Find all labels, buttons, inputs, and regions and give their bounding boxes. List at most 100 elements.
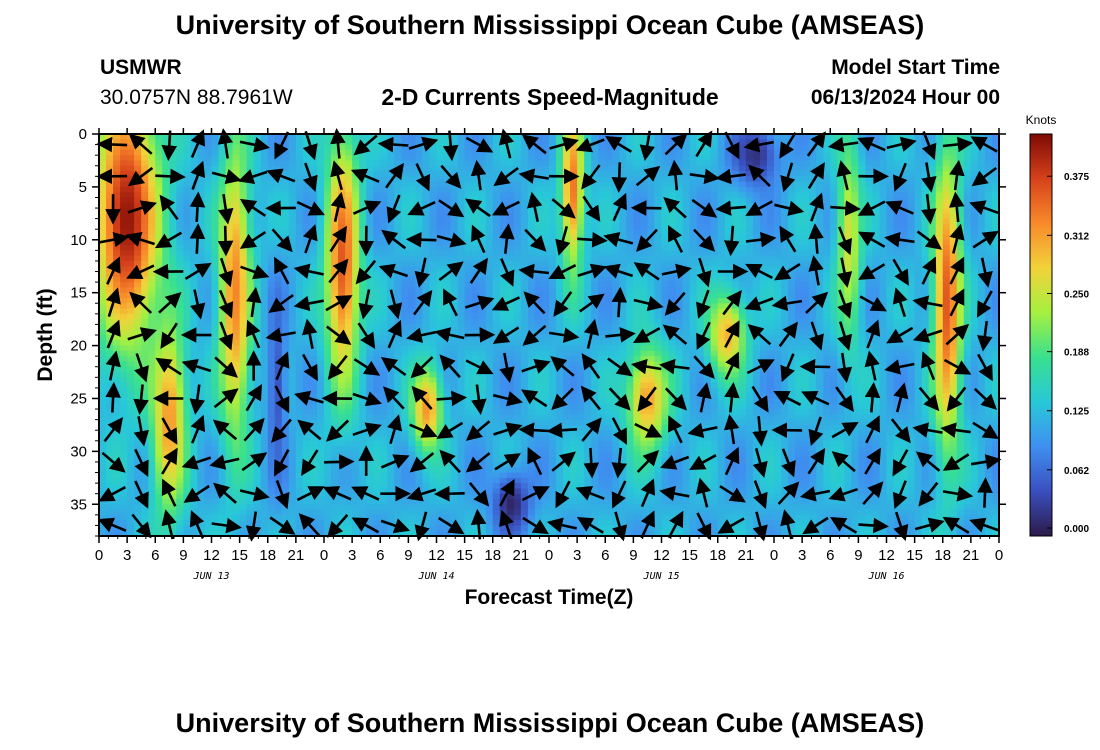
heat-cell <box>359 414 367 421</box>
heat-cell <box>225 435 234 442</box>
heat-cell <box>120 329 128 336</box>
heat-cell <box>324 245 332 251</box>
heat-cell <box>534 340 543 347</box>
heat-cell <box>534 498 543 505</box>
heat-cell <box>422 382 431 389</box>
heat-cell <box>316 451 325 458</box>
heat-cell <box>246 223 255 230</box>
heat-cell <box>436 498 445 505</box>
heat-cell <box>359 467 367 474</box>
heat-cell <box>260 155 269 162</box>
heat-cell <box>218 186 227 193</box>
station-coordinates: 30.0757N 88.7961W <box>100 86 293 109</box>
heat-cell <box>218 520 227 527</box>
heat-cell <box>541 192 550 199</box>
heat-cell <box>492 403 501 410</box>
heat-cell <box>387 319 395 326</box>
heat-cell <box>338 403 346 410</box>
heat-cell <box>541 350 550 357</box>
heat-cell <box>295 260 304 267</box>
heat-cell <box>253 509 262 516</box>
heat-cell <box>513 498 522 505</box>
heat-cell <box>211 345 220 352</box>
heat-cell <box>485 382 494 389</box>
heat-cell <box>549 377 557 384</box>
heat-cell <box>267 382 276 389</box>
heat-cell <box>324 218 332 225</box>
heat-cell <box>267 356 276 363</box>
heat-cell <box>450 488 459 495</box>
heat-cell <box>324 424 332 431</box>
heat-cell <box>492 525 501 532</box>
heat-cell <box>527 509 536 516</box>
heat-cell <box>415 483 424 489</box>
heat-cell <box>127 160 135 167</box>
heat-cell <box>281 345 290 352</box>
heat-cell <box>549 149 557 156</box>
heat-cell <box>457 483 466 489</box>
heat-cell <box>316 213 325 220</box>
heat-cell <box>113 477 121 484</box>
heat-cell <box>162 493 170 500</box>
heat-cell <box>338 176 346 183</box>
heat-cell <box>155 297 163 304</box>
heat-cell <box>183 282 192 288</box>
heat-cell <box>527 255 536 262</box>
heat-cell <box>408 419 417 426</box>
heat-cell <box>401 287 409 294</box>
heat-cell <box>106 467 114 474</box>
heat-cell <box>134 382 142 389</box>
heat-cell <box>309 292 318 299</box>
heat-cell <box>549 451 557 458</box>
heat-cell <box>162 186 170 193</box>
heat-cell <box>253 398 262 405</box>
heat-cell <box>422 197 431 204</box>
heat-cell <box>457 186 466 193</box>
heat-cell <box>394 440 402 447</box>
heat-cell <box>471 213 480 220</box>
heat-cell <box>450 213 459 220</box>
heat-cell <box>422 520 431 527</box>
heat-cell <box>134 419 142 426</box>
heat-cell <box>169 398 177 405</box>
heat-cell <box>366 218 374 225</box>
heat-cell <box>464 287 473 294</box>
heat-cell <box>106 356 114 363</box>
heat-cell <box>169 419 177 426</box>
heat-cell <box>443 139 452 146</box>
heat-cell <box>134 340 142 347</box>
heat-cell <box>302 483 311 489</box>
heat-cell <box>288 451 297 458</box>
heat-cell <box>457 155 466 162</box>
heat-cell <box>471 324 480 331</box>
heat-cell <box>302 504 311 511</box>
heat-cell <box>541 435 550 442</box>
heat-cell <box>394 266 402 273</box>
heat-cell <box>471 245 480 251</box>
heat-cell <box>141 186 149 193</box>
heat-cell <box>471 186 480 193</box>
heat-cell <box>324 446 332 452</box>
heat-cell <box>436 218 445 225</box>
heat-cell <box>155 144 163 151</box>
heat-cell <box>309 340 318 347</box>
heat-cell <box>345 504 353 511</box>
heat-cell <box>316 165 325 172</box>
heat-cell <box>239 297 248 304</box>
heat-cell <box>113 313 121 320</box>
heat-cell <box>204 350 213 357</box>
heat-cell <box>359 155 367 162</box>
heat-cell <box>197 440 206 447</box>
heat-cell <box>204 234 213 241</box>
heat-cell <box>527 477 536 484</box>
heat-cell <box>492 409 501 415</box>
heat-cell <box>556 260 564 267</box>
heat-cell <box>127 223 135 230</box>
heat-cell <box>352 456 360 463</box>
heat-cell <box>471 319 480 326</box>
heat-cell <box>394 372 402 378</box>
heat-cell <box>373 504 381 511</box>
heat-cell <box>288 160 297 167</box>
heat-cell <box>267 287 276 294</box>
heat-cell <box>520 287 529 294</box>
